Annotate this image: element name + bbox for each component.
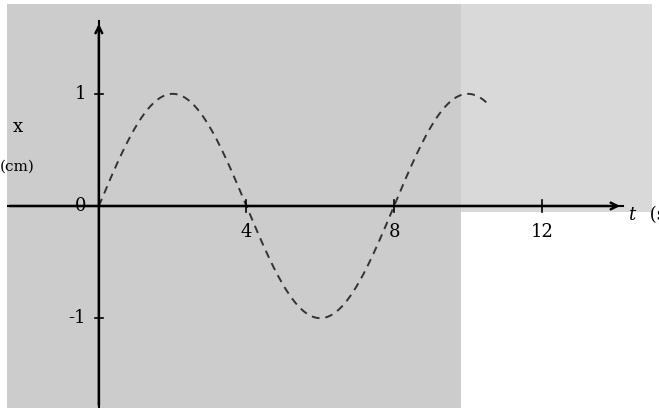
Text: -1: -1 (69, 309, 86, 327)
Text: 0: 0 (74, 197, 86, 215)
Text: 12: 12 (530, 223, 553, 241)
Text: (s): (s) (645, 206, 659, 224)
Text: (cm): (cm) (0, 160, 35, 174)
Text: 8: 8 (388, 223, 400, 241)
Text: t: t (629, 206, 636, 224)
Bar (461, 4, 652, 212)
Text: 4: 4 (241, 223, 252, 241)
Text: x: x (13, 119, 22, 136)
Bar (7, 4, 461, 408)
Bar (461, 212, 652, 408)
Text: 1: 1 (74, 85, 86, 103)
